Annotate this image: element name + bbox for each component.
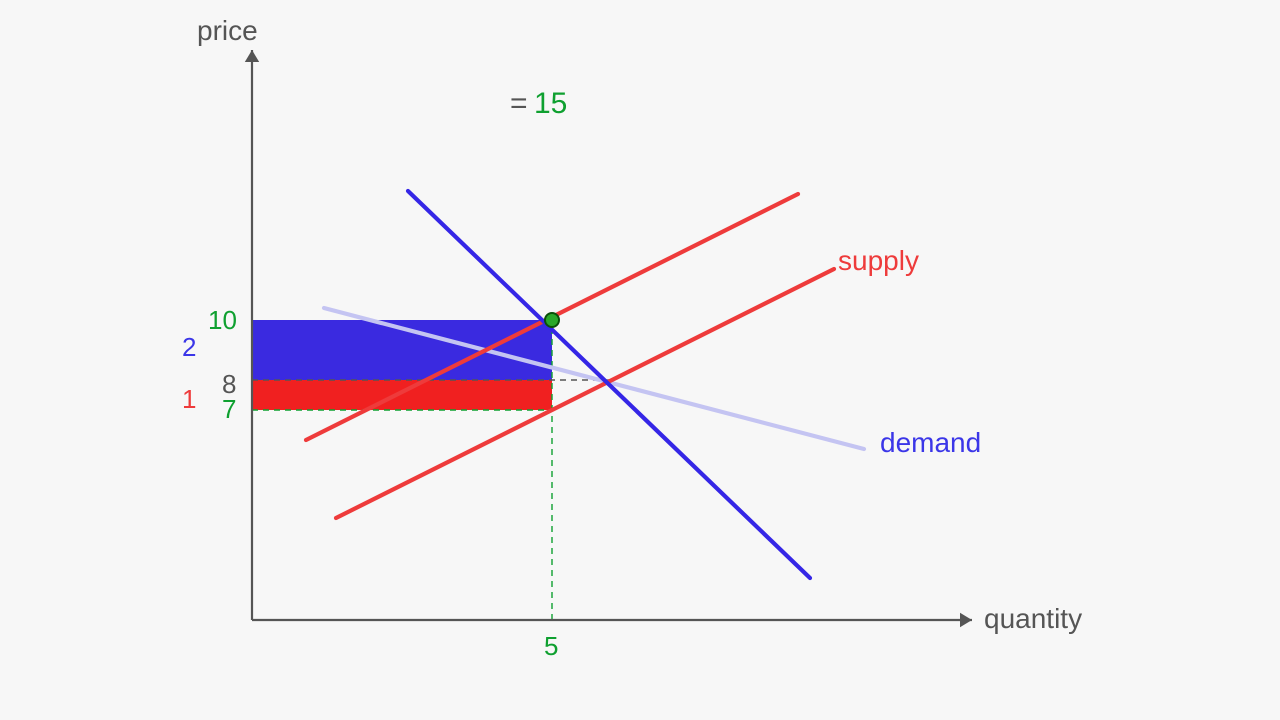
equilibrium-point — [545, 313, 559, 327]
equals-value: 15 — [534, 87, 567, 120]
supply-label: supply — [838, 245, 919, 276]
height-label-2: 2 — [182, 332, 196, 362]
x-axis-arrow — [960, 613, 972, 627]
xtick-5: 5 — [544, 631, 558, 661]
height-label-1: 1 — [182, 384, 196, 414]
x-axis-label: quantity — [984, 603, 1082, 634]
tax-revenue-lower-rect — [252, 380, 552, 410]
y-axis-arrow — [245, 50, 259, 62]
demand-label: demand — [880, 427, 981, 458]
equals-sign: = — [510, 87, 528, 120]
y-axis-label: price — [197, 15, 258, 46]
supply-demand-diagram: quantitypricesupplydemand=151087215 — [0, 0, 1280, 720]
ytick-7: 7 — [222, 394, 236, 424]
ytick-10: 10 — [208, 305, 237, 335]
